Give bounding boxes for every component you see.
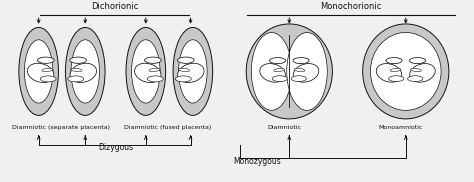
Ellipse shape xyxy=(19,27,58,115)
Ellipse shape xyxy=(178,63,204,83)
Ellipse shape xyxy=(132,40,160,103)
Ellipse shape xyxy=(246,24,332,119)
Text: Dizygous: Dizygous xyxy=(98,143,133,152)
Ellipse shape xyxy=(389,76,404,82)
Ellipse shape xyxy=(272,76,287,82)
Ellipse shape xyxy=(68,76,84,82)
Ellipse shape xyxy=(274,68,284,72)
Ellipse shape xyxy=(293,58,309,64)
Ellipse shape xyxy=(24,40,53,103)
Ellipse shape xyxy=(408,76,423,82)
Ellipse shape xyxy=(71,68,82,72)
Text: Monoamniotic: Monoamniotic xyxy=(379,125,423,130)
Ellipse shape xyxy=(70,57,86,63)
Ellipse shape xyxy=(149,68,160,72)
Ellipse shape xyxy=(410,64,435,82)
Ellipse shape xyxy=(40,76,56,82)
Ellipse shape xyxy=(135,63,161,83)
Ellipse shape xyxy=(386,58,402,64)
Ellipse shape xyxy=(293,64,319,82)
Text: Monozygous: Monozygous xyxy=(233,157,281,166)
Ellipse shape xyxy=(175,76,191,82)
Ellipse shape xyxy=(177,57,194,63)
Ellipse shape xyxy=(410,68,421,72)
Text: Diamniotic: Diamniotic xyxy=(268,125,301,130)
Ellipse shape xyxy=(173,27,213,115)
Text: Monochorionic: Monochorionic xyxy=(320,2,382,11)
Ellipse shape xyxy=(363,24,449,119)
Ellipse shape xyxy=(260,64,285,82)
Ellipse shape xyxy=(27,63,54,83)
Text: Dichorionic: Dichorionic xyxy=(91,2,138,11)
Ellipse shape xyxy=(410,58,426,64)
Ellipse shape xyxy=(37,57,54,63)
Ellipse shape xyxy=(376,64,402,82)
Ellipse shape xyxy=(42,68,53,72)
Ellipse shape xyxy=(287,33,327,110)
Ellipse shape xyxy=(126,27,165,115)
Ellipse shape xyxy=(65,27,105,115)
Ellipse shape xyxy=(145,57,161,63)
Ellipse shape xyxy=(251,33,292,110)
Ellipse shape xyxy=(294,68,305,72)
Ellipse shape xyxy=(179,68,190,72)
Text: Diamniotic (separate placenta): Diamniotic (separate placenta) xyxy=(12,125,110,130)
Ellipse shape xyxy=(179,40,207,103)
Ellipse shape xyxy=(71,40,100,103)
Ellipse shape xyxy=(147,76,163,82)
Ellipse shape xyxy=(390,68,401,72)
Ellipse shape xyxy=(370,33,441,110)
Text: Diamniotic (fused placenta): Diamniotic (fused placenta) xyxy=(125,125,212,130)
Ellipse shape xyxy=(70,63,97,83)
Ellipse shape xyxy=(291,76,306,82)
Ellipse shape xyxy=(270,58,285,64)
